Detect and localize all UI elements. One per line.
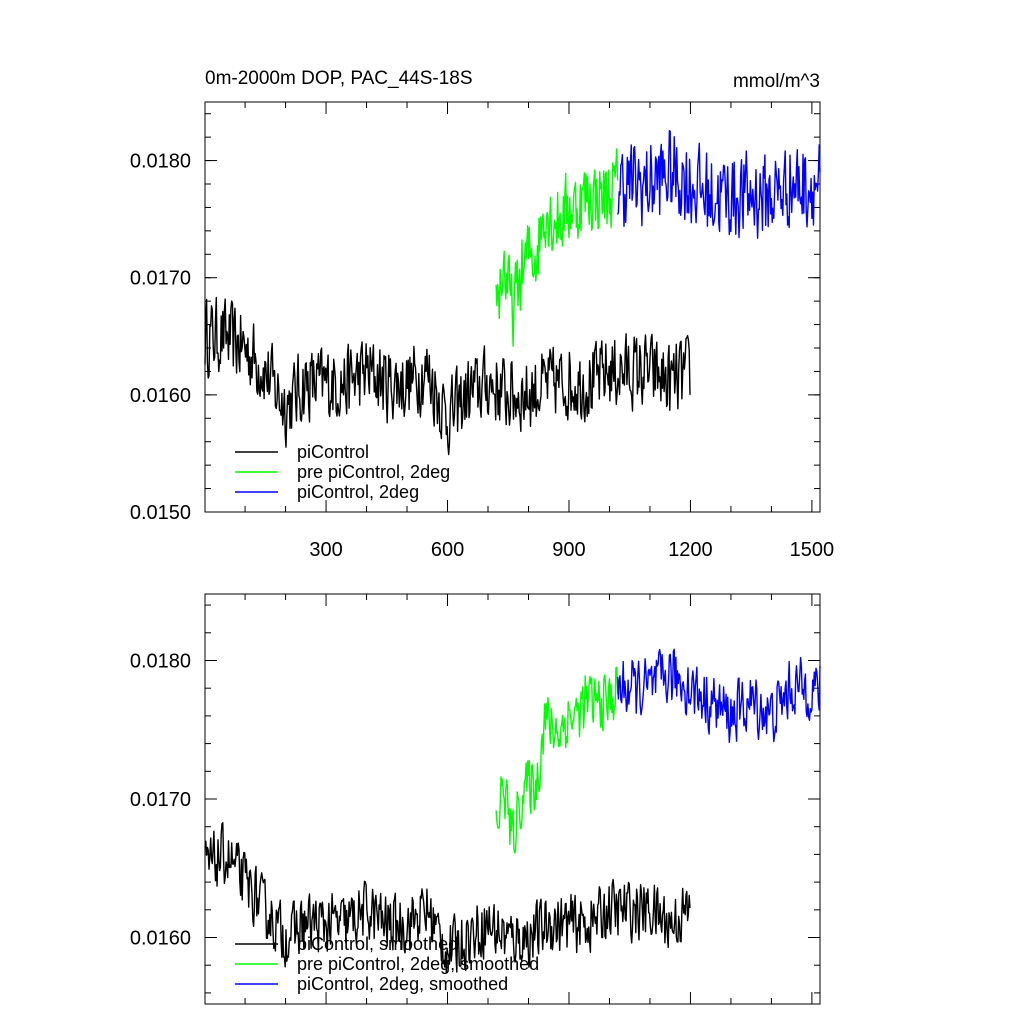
- y-tick-label: 0.0160: [130, 385, 191, 407]
- series-line: [495, 148, 619, 347]
- x-tick-label: 600: [431, 539, 464, 561]
- legend-label: pre piControl, 2deg, smoothed: [297, 954, 539, 974]
- legend-label: piControl: [297, 442, 369, 462]
- x-tick-label: 900: [552, 539, 585, 561]
- legend-label: pre piControl, 2deg: [297, 462, 450, 482]
- series-line: [204, 296, 691, 456]
- series-line: [495, 666, 619, 854]
- x-tick-label: 1200: [668, 539, 713, 561]
- y-tick-label: 0.0170: [130, 268, 191, 290]
- chart-units: mmol/m^3: [733, 71, 820, 92]
- x-tick-label: 300: [309, 539, 342, 561]
- y-tick-label: 0.0180: [130, 151, 191, 173]
- y-tick-label: 0.0150: [130, 502, 191, 524]
- top-panel: 300 600 900 1200 1500 0.0150 0.0160 0.0170 0.018…: [130, 101, 835, 561]
- y-tick-label: 0.0160: [130, 928, 191, 950]
- legend-label: piControl, 2deg, smoothed: [297, 974, 508, 994]
- bottom-panel: 0.0160 0.0170 0.0180 piControl, smoothedpre…: [130, 593, 821, 1005]
- plot-frame: [204, 101, 821, 513]
- series-line: [616, 648, 821, 743]
- y-tick-label: 0.0170: [130, 789, 191, 811]
- legend-label: piControl, 2deg: [297, 482, 419, 502]
- series-line: [204, 822, 691, 973]
- chart-title: 0m-2000m DOP, PAC_44S-18S: [205, 68, 473, 89]
- legend-label: piControl, smoothed: [297, 934, 458, 954]
- x-tick-label: 1500: [790, 539, 835, 561]
- y-tick-label: 0.0180: [130, 650, 191, 672]
- series-line: [616, 129, 821, 239]
